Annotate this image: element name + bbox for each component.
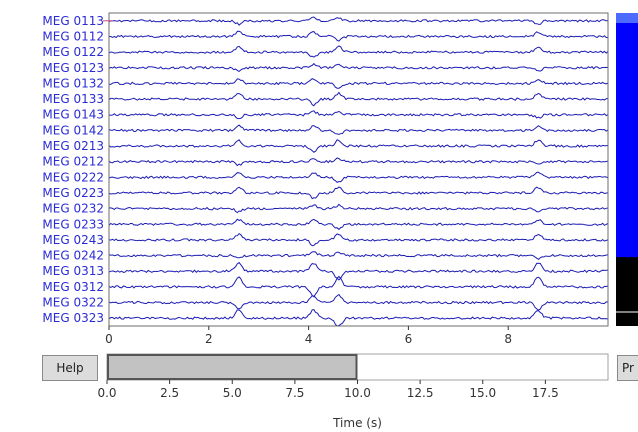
channel-label[interactable]: MEG 0143 <box>42 108 104 122</box>
x-tick-label: 2 <box>205 332 213 346</box>
channel-label[interactable]: MEG 0223 <box>42 186 104 200</box>
channel-trace[interactable] <box>108 77 609 89</box>
time-tick-label: 2.5 <box>160 386 179 400</box>
channel-trace[interactable] <box>108 251 609 261</box>
channel-label[interactable]: MEG 0113 <box>42 14 104 28</box>
channel-trace[interactable] <box>108 45 609 58</box>
channel-label[interactable]: MEG 0232 <box>42 202 104 216</box>
channel-trace[interactable] <box>108 139 609 153</box>
channel-label[interactable]: MEG 0233 <box>42 217 104 231</box>
channel-trace[interactable] <box>108 157 609 167</box>
help-button[interactable]: Help <box>42 355 98 381</box>
channel-trace[interactable] <box>108 275 609 298</box>
time-tick-label: 7.5 <box>285 386 304 400</box>
channel-label[interactable]: MEG 0142 <box>42 123 104 137</box>
channel-trace[interactable] <box>108 91 609 107</box>
channel-scrollbar-top-marker <box>616 13 638 23</box>
proj-button[interactable]: Pr <box>617 355 638 381</box>
time-scrollbar-axis: 0.0 2.5 5.0 7.5 10.0 12.5 15.0 17.5 <box>97 380 559 400</box>
channel-trace[interactable] <box>108 309 609 327</box>
channel-trace[interactable] <box>108 232 609 247</box>
channel-label[interactable]: MEG 0222 <box>42 170 104 184</box>
channel-trace[interactable] <box>108 203 609 214</box>
channel-trace[interactable] <box>108 218 609 231</box>
x-tick-label: 4 <box>305 332 313 346</box>
channel-trace[interactable] <box>108 261 609 281</box>
time-tick-label: 5.0 <box>223 386 242 400</box>
channel-label[interactable]: MEG 0243 <box>42 233 104 247</box>
channel-label[interactable]: MEG 0132 <box>42 76 104 90</box>
channel-trace[interactable] <box>108 30 608 42</box>
time-axis-label: Time (s) <box>332 416 382 430</box>
x-tick-label: 8 <box>504 332 512 346</box>
channel-label[interactable]: MEG 0133 <box>42 92 104 106</box>
plot-frame <box>108 12 609 327</box>
channel-trace[interactable] <box>108 110 609 120</box>
channel-label[interactable]: MEG 0322 <box>42 296 104 310</box>
channel-trace[interactable] <box>108 62 609 73</box>
time-tick-label: 17.5 <box>532 386 559 400</box>
channel-label[interactable]: MEG 0213 <box>42 139 104 153</box>
x-tick-label: 0 <box>105 332 113 346</box>
channel-trace[interactable] <box>108 124 609 135</box>
channel-label[interactable]: MEG 0212 <box>42 155 104 169</box>
time-tick-label: 15.0 <box>469 386 496 400</box>
channel-scrollbar[interactable] <box>616 13 638 326</box>
channel-trace[interactable] <box>108 186 609 200</box>
channel-label[interactable]: MEG 0242 <box>42 249 104 263</box>
time-tick-label: 12.5 <box>407 386 434 400</box>
channel-trace[interactable] <box>108 16 609 26</box>
channel-trace[interactable] <box>108 293 609 311</box>
time-scrollbar[interactable] <box>106 353 609 381</box>
time-tick-label: 10.0 <box>344 386 371 400</box>
trace-area[interactable] <box>103 16 609 327</box>
channel-trace[interactable] <box>108 171 609 184</box>
time-scrollbar-thumb[interactable] <box>107 354 358 380</box>
channel-label[interactable]: MEG 0112 <box>42 29 104 43</box>
x-tick-label: 6 <box>405 332 413 346</box>
x-axis: 0 2 4 6 8 <box>105 326 512 346</box>
channel-scrollbar-thumb[interactable] <box>616 13 638 258</box>
time-tick-label: 0.0 <box>97 386 116 400</box>
channel-label[interactable]: MEG 0122 <box>42 45 104 59</box>
channel-label[interactable]: MEG 0123 <box>42 61 104 75</box>
channel-label[interactable]: MEG 0323 <box>42 311 104 325</box>
channel-label[interactable]: MEG 0313 <box>42 264 104 278</box>
channel-label[interactable]: MEG 0312 <box>42 280 104 294</box>
